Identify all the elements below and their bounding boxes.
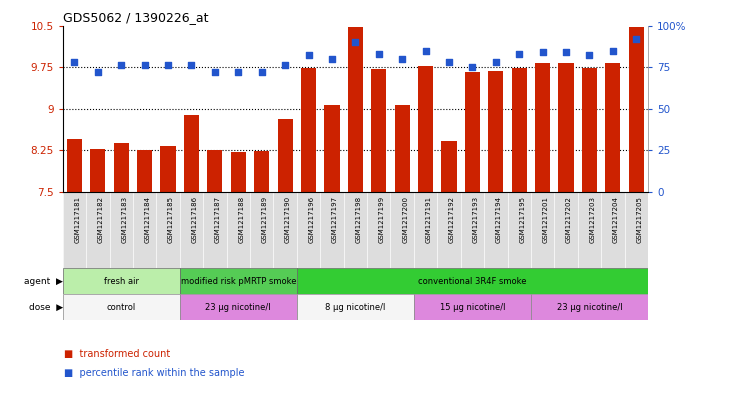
Text: 8 μg nicotine/l: 8 μg nicotine/l — [325, 303, 385, 312]
Bar — [511, 68, 527, 192]
Point — [373, 51, 384, 57]
Text: GSM1217185: GSM1217185 — [168, 196, 174, 243]
Bar — [297, 268, 648, 294]
Bar — [277, 119, 293, 192]
Text: GSM1217201: GSM1217201 — [542, 196, 548, 243]
Point — [537, 49, 548, 55]
Text: ■  transformed count: ■ transformed count — [64, 349, 170, 359]
Text: GSM1217182: GSM1217182 — [98, 196, 104, 243]
Text: GSM1217188: GSM1217188 — [238, 196, 244, 243]
Bar — [184, 116, 199, 192]
Bar — [489, 71, 503, 192]
Point — [396, 56, 408, 62]
Bar — [301, 68, 316, 192]
Text: GSM1217184: GSM1217184 — [145, 196, 151, 243]
Text: fresh air: fresh air — [104, 277, 139, 286]
Text: GDS5062 / 1390226_at: GDS5062 / 1390226_at — [63, 11, 208, 24]
Point — [92, 69, 104, 75]
Bar — [160, 147, 176, 192]
Text: dose  ▶: dose ▶ — [29, 303, 63, 312]
Bar — [535, 63, 551, 192]
Point — [326, 56, 338, 62]
Point — [514, 51, 525, 57]
Point — [466, 64, 478, 70]
Point — [69, 59, 80, 65]
Bar — [582, 68, 597, 192]
Text: GSM1217202: GSM1217202 — [566, 196, 572, 242]
Point — [162, 62, 174, 69]
Point — [607, 48, 618, 54]
Point — [584, 52, 596, 59]
Bar — [465, 72, 480, 192]
Bar — [180, 294, 297, 320]
Point — [630, 36, 642, 42]
Bar — [90, 149, 106, 192]
Bar — [324, 105, 339, 192]
Bar — [207, 150, 222, 192]
Point — [303, 52, 314, 59]
Point — [420, 48, 432, 54]
Text: GSM1217204: GSM1217204 — [613, 196, 619, 242]
Bar — [137, 150, 152, 192]
Text: GSM1217189: GSM1217189 — [262, 196, 268, 243]
Point — [350, 39, 362, 45]
Text: GSM1217199: GSM1217199 — [379, 196, 384, 243]
Bar — [629, 27, 644, 192]
Bar — [441, 141, 457, 192]
Text: GSM1217191: GSM1217191 — [426, 196, 432, 243]
Point — [209, 69, 221, 75]
Text: GSM1217183: GSM1217183 — [121, 196, 127, 243]
Bar — [395, 105, 410, 192]
Point — [443, 59, 455, 65]
Point — [139, 62, 151, 69]
Text: agent  ▶: agent ▶ — [24, 277, 63, 286]
Point — [490, 59, 502, 65]
Text: GSM1217203: GSM1217203 — [590, 196, 596, 243]
Text: GSM1217187: GSM1217187 — [215, 196, 221, 243]
Text: GSM1217195: GSM1217195 — [520, 196, 525, 243]
Text: ■  percentile rank within the sample: ■ percentile rank within the sample — [64, 368, 245, 378]
Bar — [531, 294, 648, 320]
Bar — [297, 294, 414, 320]
Point — [279, 62, 291, 69]
Text: conventional 3R4F smoke: conventional 3R4F smoke — [418, 277, 527, 286]
Point — [232, 69, 244, 75]
Bar — [63, 294, 180, 320]
Bar — [371, 69, 387, 192]
Text: 15 μg nicotine/l: 15 μg nicotine/l — [440, 303, 505, 312]
Bar — [348, 27, 363, 192]
Text: 23 μg nicotine/l: 23 μg nicotine/l — [556, 303, 622, 312]
Bar — [67, 139, 82, 192]
Text: modified risk pMRTP smoke: modified risk pMRTP smoke — [181, 277, 296, 286]
Bar — [114, 143, 129, 192]
Text: GSM1217197: GSM1217197 — [332, 196, 338, 243]
Point — [560, 49, 572, 55]
Text: GSM1217186: GSM1217186 — [191, 196, 198, 243]
Text: control: control — [106, 303, 136, 312]
Point — [256, 69, 268, 75]
Bar — [414, 294, 531, 320]
Text: GSM1217196: GSM1217196 — [308, 196, 314, 243]
Text: GSM1217192: GSM1217192 — [449, 196, 455, 243]
Bar — [559, 63, 573, 192]
Text: GSM1217193: GSM1217193 — [472, 196, 478, 243]
Text: GSM1217181: GSM1217181 — [75, 196, 80, 243]
Bar — [63, 268, 180, 294]
Bar — [180, 268, 297, 294]
Text: 23 μg nicotine/l: 23 μg nicotine/l — [205, 303, 271, 312]
Bar — [605, 63, 621, 192]
Text: GSM1217200: GSM1217200 — [402, 196, 408, 243]
Point — [185, 62, 197, 69]
Bar — [254, 151, 269, 192]
Bar — [231, 152, 246, 192]
Point — [115, 62, 127, 69]
Text: GSM1217194: GSM1217194 — [496, 196, 502, 243]
Text: GSM1217198: GSM1217198 — [356, 196, 362, 243]
Text: GSM1217190: GSM1217190 — [285, 196, 291, 243]
Bar — [418, 66, 433, 192]
Text: GSM1217205: GSM1217205 — [636, 196, 642, 242]
